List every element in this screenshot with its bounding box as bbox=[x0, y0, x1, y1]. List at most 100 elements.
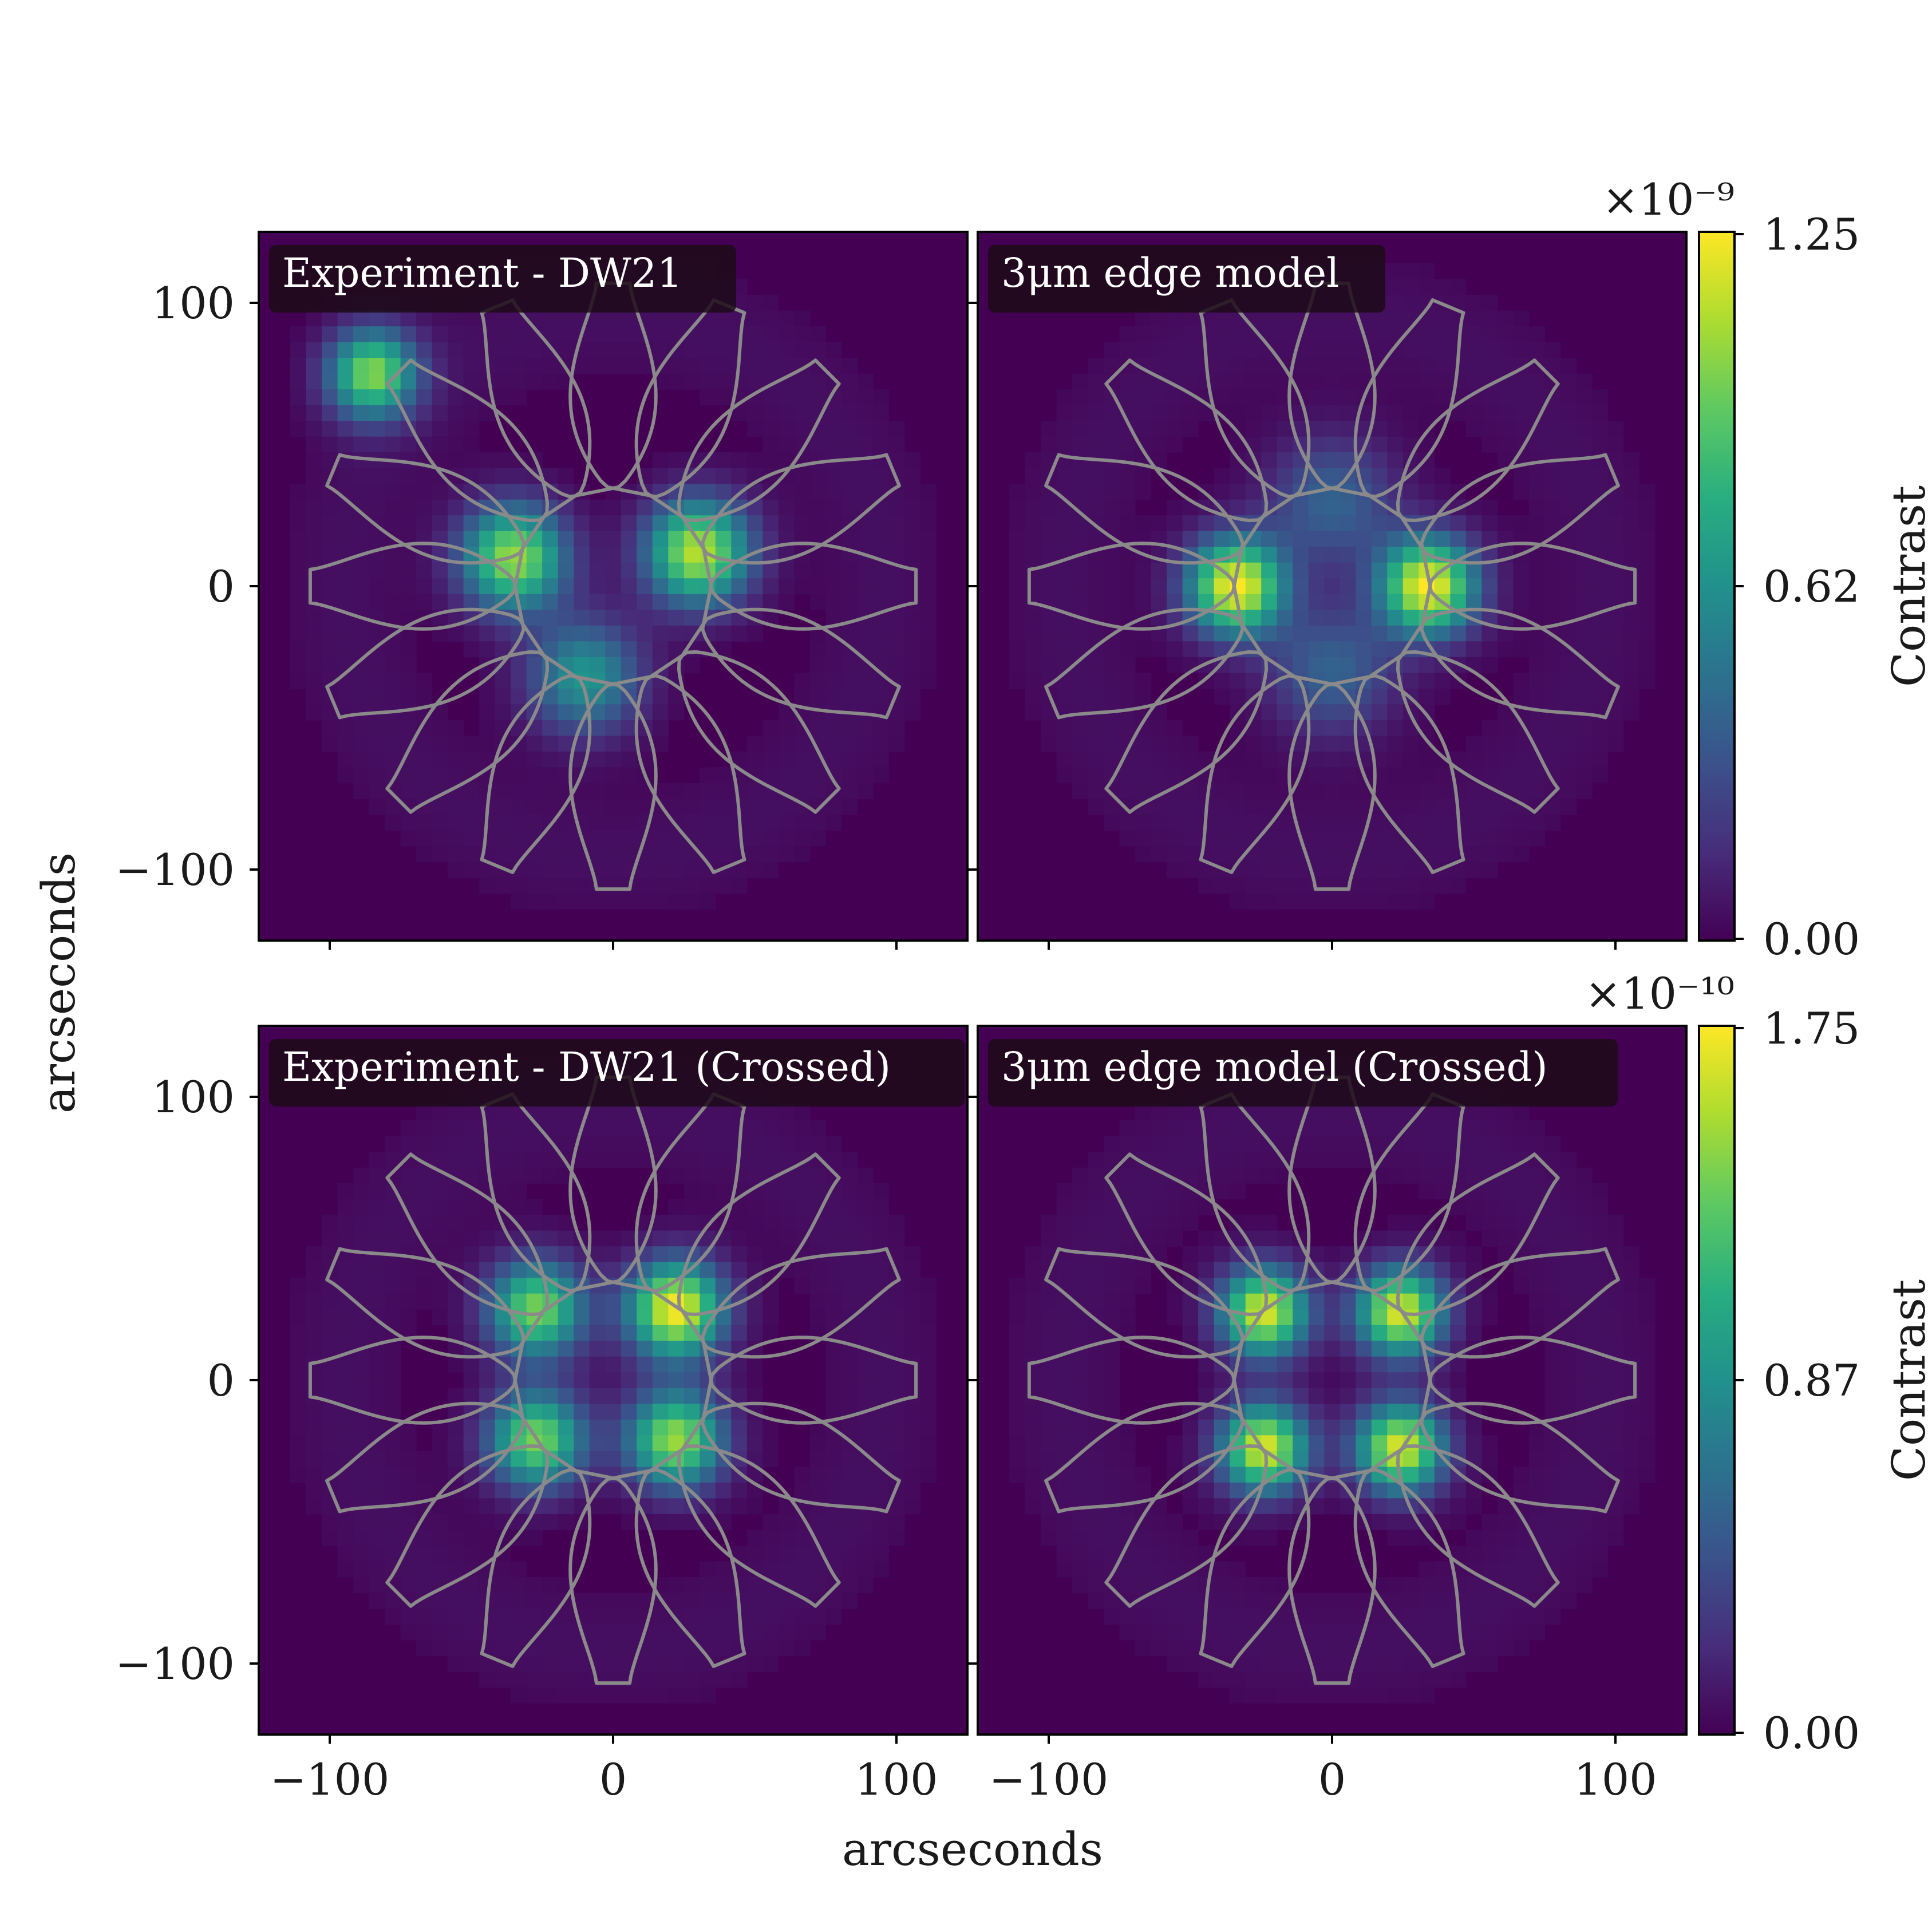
heatmap-cell bbox=[1528, 1278, 1545, 1294]
heatmap-cell bbox=[1119, 830, 1136, 847]
heatmap-cell bbox=[448, 1656, 464, 1672]
heatmap-cell bbox=[872, 468, 890, 484]
heatmap-cell bbox=[700, 1278, 716, 1294]
heatmap-cell bbox=[1025, 547, 1041, 563]
heatmap-cell bbox=[1056, 1482, 1073, 1499]
heatmap-cell bbox=[1450, 1435, 1467, 1452]
heatmap-cell bbox=[825, 1167, 842, 1184]
heatmap-cell bbox=[700, 1624, 716, 1641]
heatmap-cell bbox=[1104, 1372, 1120, 1389]
heatmap-cell bbox=[1119, 1435, 1136, 1452]
heatmap-cell bbox=[621, 1624, 637, 1641]
heatmap-cell bbox=[385, 657, 401, 673]
heatmap-cell bbox=[369, 657, 385, 673]
heatmap-cell bbox=[1214, 1671, 1230, 1688]
heatmap-cell bbox=[1072, 1388, 1089, 1404]
heatmap-cell bbox=[1356, 877, 1372, 894]
heatmap-cell bbox=[1056, 1530, 1073, 1546]
heatmap-cell bbox=[1308, 1152, 1325, 1168]
heatmap-cell bbox=[1387, 767, 1404, 784]
heatmap-cell bbox=[495, 830, 511, 847]
heatmap-cell bbox=[1245, 373, 1262, 390]
heatmap-cell bbox=[1277, 578, 1293, 595]
heatmap-cell bbox=[385, 1215, 401, 1231]
heatmap-cell bbox=[589, 594, 606, 610]
heatmap-cell bbox=[1088, 1561, 1104, 1578]
heatmap-cell bbox=[369, 720, 385, 736]
heatmap-cell bbox=[825, 578, 842, 595]
heatmap-cell bbox=[1104, 1388, 1120, 1404]
heatmap-cell bbox=[762, 342, 779, 358]
heatmap-cell bbox=[1009, 610, 1026, 626]
heatmap-cell bbox=[1088, 767, 1104, 784]
heatmap-cell bbox=[558, 531, 574, 547]
heatmap-cell bbox=[448, 625, 464, 642]
heatmap-cell bbox=[652, 531, 669, 547]
heatmap-cell bbox=[558, 468, 574, 484]
heatmap-cell bbox=[1293, 641, 1309, 658]
heatmap-cell bbox=[1167, 641, 1183, 658]
heatmap-cell bbox=[621, 1639, 637, 1657]
heatmap-cell bbox=[1497, 1608, 1514, 1625]
heatmap-cell bbox=[574, 594, 590, 610]
heatmap-cell bbox=[1419, 1451, 1435, 1467]
heatmap-cell bbox=[1513, 1278, 1530, 1294]
heatmap-cell bbox=[1371, 1356, 1388, 1373]
panel-experiment-crossed: Experiment - DW21 (Crossed) bbox=[258, 1025, 969, 1736]
heatmap-cell bbox=[337, 1372, 354, 1389]
heatmap-cell bbox=[746, 326, 763, 343]
heatmap-cell bbox=[778, 310, 795, 327]
heatmap-cell bbox=[1119, 1230, 1136, 1247]
heatmap-cell bbox=[322, 1341, 338, 1357]
heatmap-cell bbox=[290, 641, 307, 658]
heatmap-cell bbox=[1639, 515, 1656, 532]
heatmap-cell bbox=[1214, 783, 1230, 799]
heatmap-cell bbox=[1591, 1419, 1609, 1436]
heatmap-cell bbox=[353, 1419, 370, 1436]
heatmap-cell bbox=[668, 1230, 685, 1247]
heatmap-cell bbox=[683, 1388, 700, 1404]
heatmap-cell bbox=[731, 373, 748, 390]
heatmap-cell bbox=[1560, 1530, 1577, 1546]
heatmap-cell bbox=[652, 1624, 669, 1641]
heatmap-cell bbox=[306, 610, 322, 626]
heatmap-cell bbox=[872, 736, 890, 752]
heatmap-cell bbox=[1324, 1498, 1341, 1515]
heatmap-cell bbox=[385, 342, 401, 358]
heatmap-cell bbox=[1591, 720, 1609, 736]
heatmap-cell bbox=[1481, 814, 1498, 831]
heatmap-cell bbox=[558, 1262, 574, 1278]
heatmap-cell bbox=[1119, 484, 1136, 500]
heatmap-cell bbox=[353, 1183, 370, 1200]
heatmap-cell bbox=[337, 1356, 354, 1373]
heatmap-cell bbox=[432, 342, 448, 358]
heatmap-cell bbox=[841, 1262, 858, 1278]
heatmap-cell bbox=[400, 657, 417, 673]
heatmap-cell bbox=[621, 1388, 637, 1404]
heatmap-cell bbox=[1560, 484, 1577, 500]
heatmap-cell bbox=[888, 1325, 905, 1341]
heatmap-cell bbox=[1528, 783, 1545, 799]
heatmap-cell bbox=[369, 484, 385, 500]
heatmap-cell bbox=[526, 1656, 543, 1672]
heatmap-cell bbox=[637, 547, 653, 563]
heatmap-cell bbox=[1544, 484, 1561, 500]
heatmap-cell bbox=[558, 1104, 574, 1121]
heatmap-cell bbox=[306, 1372, 322, 1389]
heatmap-cell bbox=[1544, 1388, 1561, 1404]
heatmap-cell bbox=[1465, 783, 1482, 799]
heatmap-cell bbox=[574, 1325, 590, 1341]
heatmap-cell bbox=[495, 1577, 511, 1593]
heatmap-cell bbox=[1119, 326, 1136, 343]
heatmap-cell bbox=[920, 515, 937, 532]
heatmap-cell bbox=[872, 1262, 890, 1278]
heatmap-cell bbox=[1135, 783, 1152, 799]
heatmap-cell bbox=[605, 342, 622, 358]
heatmap-cell bbox=[1119, 1561, 1136, 1578]
heatmap-cell bbox=[479, 1671, 496, 1688]
heatmap-cell bbox=[1402, 1372, 1419, 1389]
heatmap-cell bbox=[1135, 1183, 1152, 1200]
heatmap-cell bbox=[746, 373, 763, 390]
heatmap-cell bbox=[1560, 1467, 1577, 1483]
heatmap-cell bbox=[1119, 657, 1136, 673]
